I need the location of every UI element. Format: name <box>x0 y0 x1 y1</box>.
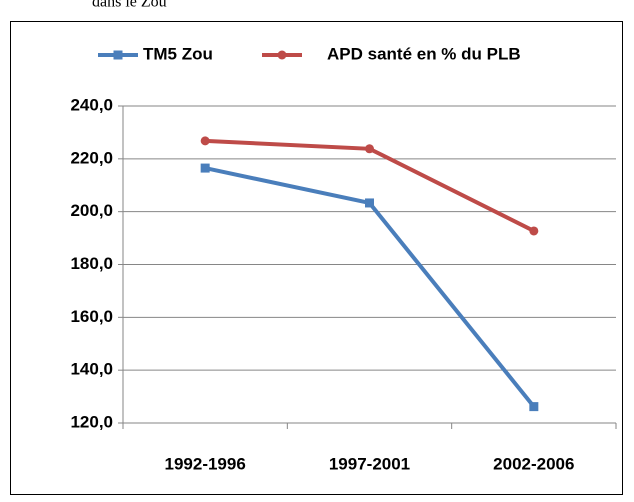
y-tick-label: 140,0 <box>70 360 113 379</box>
legend-label: APD santé en % du PLB <box>327 44 521 63</box>
point <box>529 402 539 412</box>
legend-marker <box>113 50 123 60</box>
series-line <box>205 138 535 233</box>
y-tick-label: 200,0 <box>70 201 113 220</box>
y-tick-label: 180,0 <box>70 254 113 273</box>
y-tick-label: 240,0 <box>70 95 113 114</box>
point <box>529 226 539 236</box>
x-tick-label: 1992-1996 <box>165 454 246 473</box>
legend-marker <box>277 50 287 60</box>
point <box>365 144 374 154</box>
x-tick-label: 2002-2006 <box>493 454 574 473</box>
legend-label: TM5 Zou <box>143 44 213 63</box>
chart-title: dans le Zou <box>92 0 167 11</box>
x-tick-label: 1997-2001 <box>329 454 410 473</box>
chart-border <box>10 21 623 495</box>
point <box>365 198 374 208</box>
point <box>200 163 210 173</box>
y-tick-label: 160,0 <box>70 307 113 326</box>
y-tick-label: 120,0 <box>70 412 113 431</box>
y-tick-label: 220,0 <box>70 148 113 167</box>
point <box>200 136 210 146</box>
